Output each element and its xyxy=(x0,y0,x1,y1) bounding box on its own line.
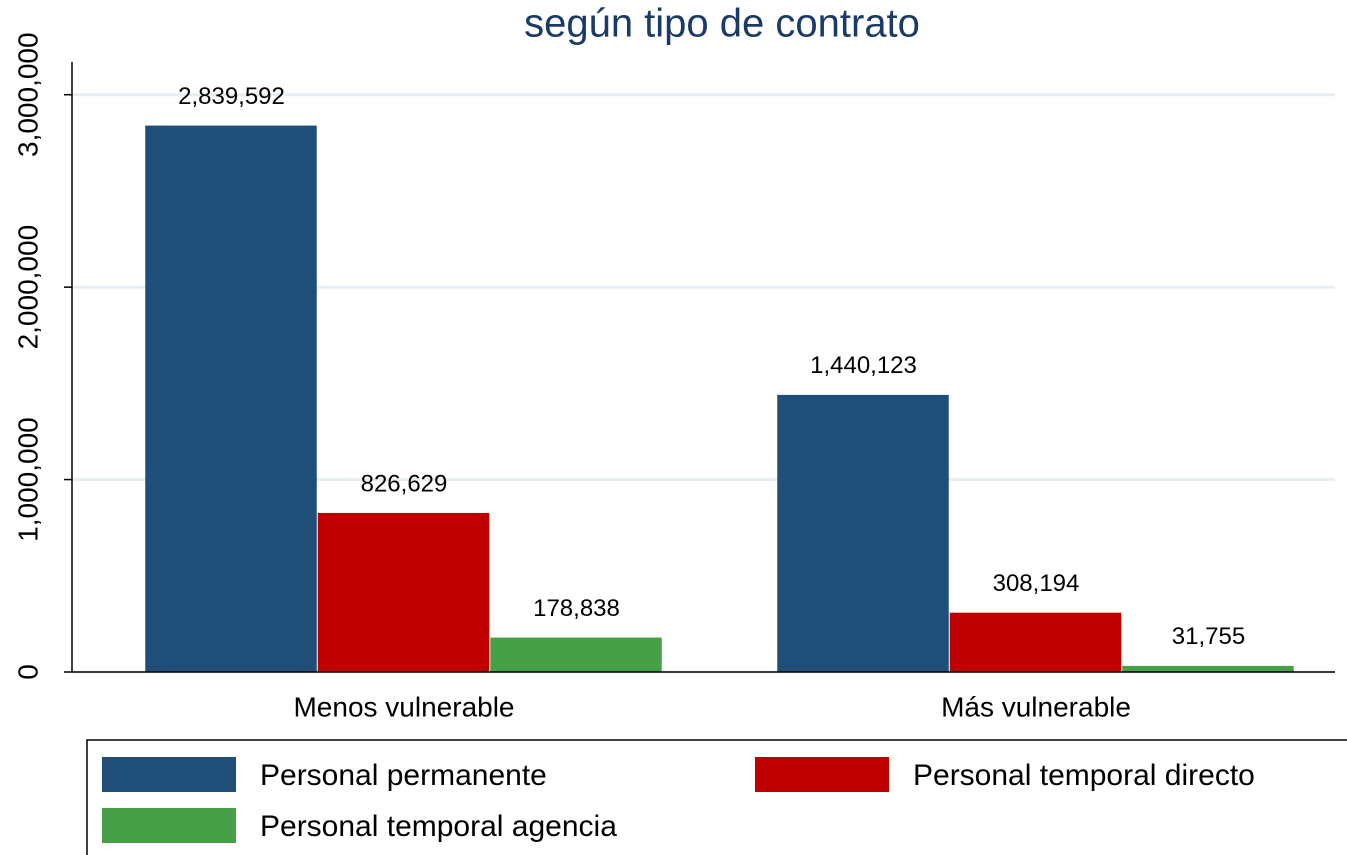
legend-box xyxy=(86,739,1347,855)
y-tick-label: 2,000,000 xyxy=(12,225,43,350)
bar xyxy=(145,125,317,673)
bar xyxy=(949,612,1122,672)
value-label: 31,755 xyxy=(1172,623,1245,650)
y-tick-label: 3,000,000 xyxy=(12,32,43,157)
bar xyxy=(317,512,490,672)
value-label: 308,194 xyxy=(993,570,1080,597)
bar xyxy=(1122,665,1294,672)
y-tick-label: 0 xyxy=(12,664,43,680)
legend-label: Personal permanente xyxy=(260,759,547,792)
value-label: 2,839,592 xyxy=(178,83,285,110)
legend-swatch xyxy=(755,757,889,792)
x-tick-label: Menos vulnerable xyxy=(293,691,514,722)
bar xyxy=(777,394,949,672)
value-label: 1,440,123 xyxy=(810,352,917,379)
value-label: 178,838 xyxy=(533,595,620,622)
y-tick-label: 1,000,000 xyxy=(12,417,43,542)
value-label: 826,629 xyxy=(361,470,448,497)
legend-swatch xyxy=(102,808,236,843)
chart-title: según tipo de contrato xyxy=(524,2,920,46)
x-tick-label: Más vulnerable xyxy=(941,691,1131,722)
legend-label: Personal temporal agencia xyxy=(260,810,617,843)
legend-label: Personal temporal directo xyxy=(913,759,1255,792)
bar xyxy=(490,637,662,672)
legend-swatch xyxy=(102,757,236,792)
